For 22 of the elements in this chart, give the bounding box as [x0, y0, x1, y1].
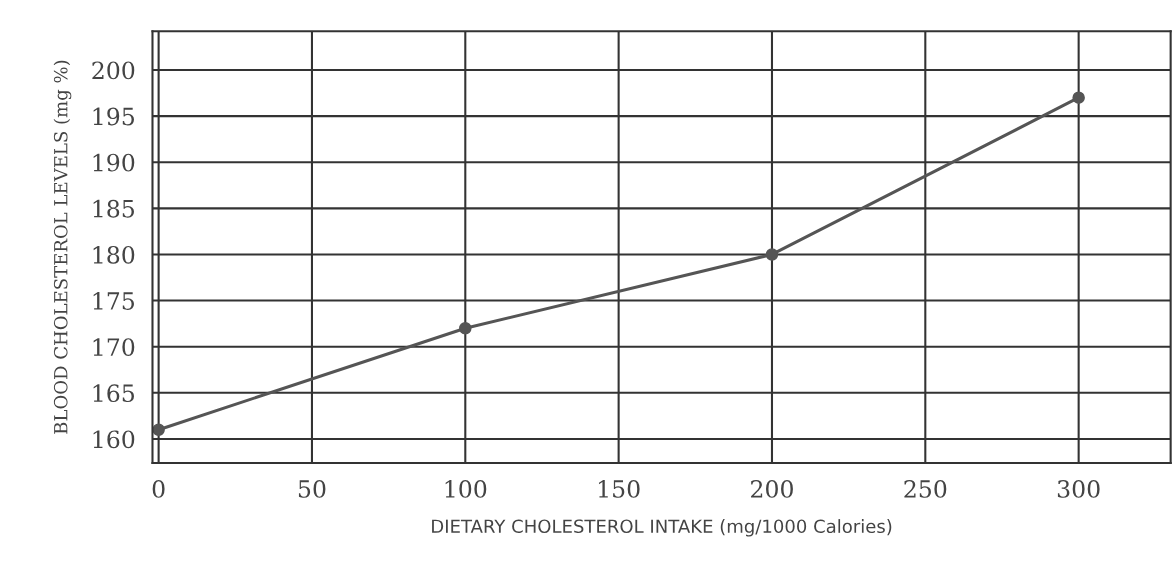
point	[152, 423, 165, 436]
x-tick-label: 50	[298, 480, 326, 498]
x-tick-label: 300	[1057, 480, 1100, 498]
y-tick-label: 190	[93, 153, 135, 172]
y-tick-label: 195	[93, 107, 134, 126]
y-tick-label: 185	[93, 199, 134, 218]
y-tick-label: 160	[93, 430, 135, 449]
y-axis-title: BLOOD CHOLESTEROL LEVELS (mg %)	[53, 60, 72, 434]
y-tick-label: 165	[93, 384, 134, 403]
x-tick-label: 0	[152, 480, 165, 498]
y-tick-label: 175	[93, 292, 134, 310]
x-tick-label: 250	[904, 480, 947, 498]
x-tick-label: 100	[445, 480, 487, 498]
point	[765, 248, 779, 261]
x-tick-label: 200	[751, 480, 793, 498]
y-tick-label: 170	[93, 338, 135, 356]
y-tick-label: 200	[92, 61, 135, 80]
x-axis-title: DIETARY CHOLESTEROL INTAKE (mg/1000 Calories)	[432, 519, 892, 537]
x-tick-label: 150	[598, 480, 640, 498]
y-tick-label: 180	[93, 245, 135, 264]
point	[1072, 91, 1085, 104]
point	[459, 321, 472, 335]
